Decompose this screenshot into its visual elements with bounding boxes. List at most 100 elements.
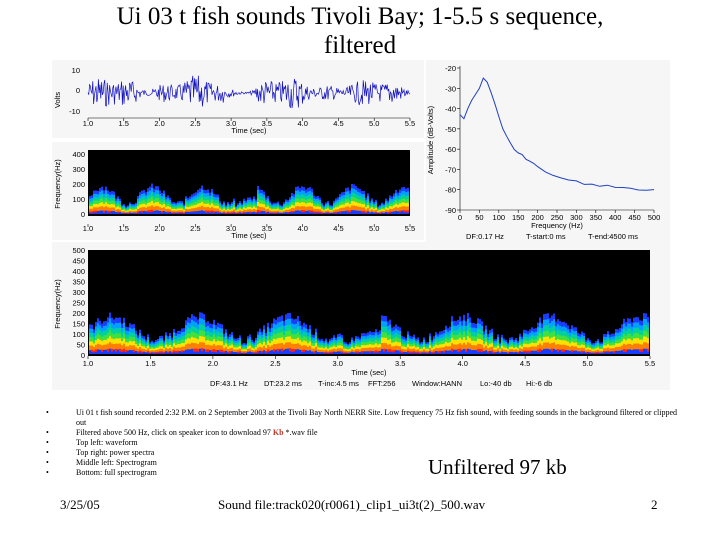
energy-cell <box>389 208 391 212</box>
energy-cell <box>267 349 269 352</box>
energy-cell <box>511 349 513 352</box>
energy-cell <box>95 203 97 210</box>
energy-cell <box>573 346 575 351</box>
energy-cell <box>263 207 265 212</box>
full-param-tinc: T-inc:4.5 ms <box>318 379 359 388</box>
energy-cell <box>125 210 127 213</box>
energy-cell <box>373 344 375 350</box>
energy-cell <box>449 346 451 351</box>
y-tick-label: -50 <box>445 125 456 134</box>
energy-cell <box>227 210 229 213</box>
energy-cell <box>157 202 159 209</box>
energy-cell <box>305 341 307 349</box>
energy-cell <box>327 348 329 352</box>
energy-cell <box>129 210 131 213</box>
energy-cell <box>363 345 365 350</box>
energy-cell <box>373 350 375 353</box>
energy-cell <box>193 337 195 347</box>
energy-cell <box>157 206 159 211</box>
energy-cell <box>435 347 437 352</box>
energy-cell <box>199 336 201 346</box>
energy-cell <box>261 207 263 211</box>
energy-cell <box>243 352 245 354</box>
energy-cell <box>191 205 193 211</box>
energy-cell <box>399 350 401 353</box>
energy-cell <box>539 343 541 350</box>
energy-cell <box>631 340 633 348</box>
energy-cell <box>389 211 391 213</box>
energy-cell <box>237 211 239 213</box>
energy-cell <box>209 204 211 210</box>
energy-cell <box>241 211 243 213</box>
energy-cell <box>641 344 643 350</box>
energy-cell <box>289 342 291 349</box>
energy-cell <box>415 347 417 352</box>
energy-cell <box>357 206 359 211</box>
energy-cell <box>209 345 211 351</box>
energy-cell <box>361 210 363 213</box>
energy-cell <box>599 349 601 352</box>
y-tick-label: -40 <box>445 105 456 114</box>
unfiltered-link[interactable]: Unfiltered 97 kb <box>428 455 567 479</box>
energy-cell <box>443 347 445 351</box>
energy-cell <box>295 338 297 348</box>
energy-cell <box>559 339 561 348</box>
energy-cell <box>319 211 321 213</box>
energy-cell <box>151 348 153 352</box>
energy-cell <box>539 338 541 347</box>
energy-cell <box>621 341 623 349</box>
energy-cell <box>193 343 195 350</box>
energy-cell <box>303 345 305 350</box>
energy-cell <box>247 348 249 352</box>
energy-cell <box>269 346 271 351</box>
energy-cell <box>151 205 153 211</box>
energy-cell <box>375 209 377 213</box>
energy-cell <box>381 209 383 212</box>
energy-cell <box>177 347 179 351</box>
energy-cell <box>105 206 107 211</box>
energy-cell <box>555 344 557 350</box>
energy-cell <box>459 348 461 352</box>
energy-cell <box>201 205 203 211</box>
energy-cell <box>461 339 463 348</box>
energy-cell <box>385 207 387 211</box>
energy-cell <box>373 208 375 212</box>
speaker-download-link[interactable]: Kb <box>272 428 284 437</box>
energy-cell <box>351 205 353 211</box>
energy-cell <box>327 352 329 354</box>
energy-cell <box>229 212 231 214</box>
energy-cell <box>527 350 529 353</box>
energy-cell <box>197 339 199 348</box>
energy-cell <box>315 346 317 351</box>
energy-cell <box>155 350 157 353</box>
energy-cell <box>607 347 609 352</box>
energy-cell <box>517 352 519 354</box>
energy-cell <box>353 348 355 352</box>
energy-cell <box>249 348 251 352</box>
energy-cell <box>253 352 255 354</box>
energy-cell <box>571 341 573 349</box>
x-tick-label: 1.0 <box>83 224 93 233</box>
energy-cell <box>371 207 373 211</box>
energy-cell <box>215 205 217 211</box>
energy-cell <box>175 210 177 213</box>
energy-cell <box>517 350 519 353</box>
energy-cell <box>271 209 273 212</box>
energy-cell <box>137 208 139 212</box>
energy-cell <box>491 343 493 350</box>
energy-cell <box>141 351 143 353</box>
energy-cell <box>143 203 145 210</box>
energy-cell <box>233 207 235 211</box>
y-tick-label: 0 <box>81 210 85 219</box>
energy-cell <box>625 349 627 352</box>
energy-cell <box>327 350 329 353</box>
energy-cell <box>235 347 237 352</box>
energy-cell <box>187 343 189 350</box>
energy-cell <box>519 345 521 351</box>
x-tick-label: 3.0 <box>333 359 343 368</box>
energy-cell <box>563 349 565 352</box>
energy-cell <box>173 212 175 214</box>
x-tick-label: 400 <box>609 213 622 222</box>
energy-cell <box>281 348 283 352</box>
x-tick-label: 1.5 <box>145 359 155 368</box>
